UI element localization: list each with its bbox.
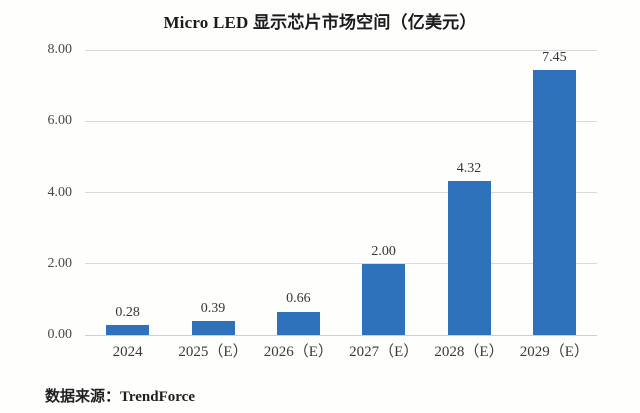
x-axis-tick-label: 2029（E） [519, 344, 589, 360]
x-axis-tick-label: 2027（E） [349, 344, 419, 360]
bar-2025（E） [191, 321, 235, 335]
gridline [85, 120, 597, 122]
plot-area: 0.28 0.39 0.66 2.00 4.32 7.45 [85, 49, 597, 336]
bar-2026（E） [276, 311, 320, 335]
bar-value-label: 4.32 [456, 161, 482, 177]
x-axis-tick-label: 2028（E） [434, 344, 504, 360]
chart-title: Micro LED 显示芯片市场空间（亿美元） [163, 13, 477, 32]
bar-2027（E） [362, 263, 406, 335]
x-axis-tick-label: 2024 [112, 344, 143, 360]
bar-value-label: 2.00 [371, 243, 396, 259]
bar-value-label: 0.28 [115, 305, 140, 321]
bar-2024 [106, 325, 150, 335]
bar-2028（E） [447, 181, 491, 335]
bar-value-label: 7.45 [542, 49, 567, 65]
y-axis-tick-label: 8.00 [47, 42, 73, 57]
x-axis-tick-label: 2026（E） [263, 344, 333, 360]
gridline [85, 192, 597, 193]
bar-value-label: 0.66 [286, 291, 311, 307]
y-axis-tick-label: 2.00 [47, 255, 73, 271]
bar-value-label: 0.39 [200, 301, 226, 317]
y-axis-tick-label: 0.00 [47, 327, 73, 342]
gridline [85, 49, 597, 51]
gridline [85, 263, 597, 265]
data-source-note: 数据来源：TrendForce [45, 389, 195, 405]
y-axis-tick-label: 6.00 [47, 113, 73, 129]
y-axis-tick-label: 4.00 [47, 184, 73, 200]
x-axis-tick-label: 2025（E） [178, 344, 248, 360]
x-axis-line [85, 334, 597, 336]
bar-2029（E） [532, 69, 576, 335]
